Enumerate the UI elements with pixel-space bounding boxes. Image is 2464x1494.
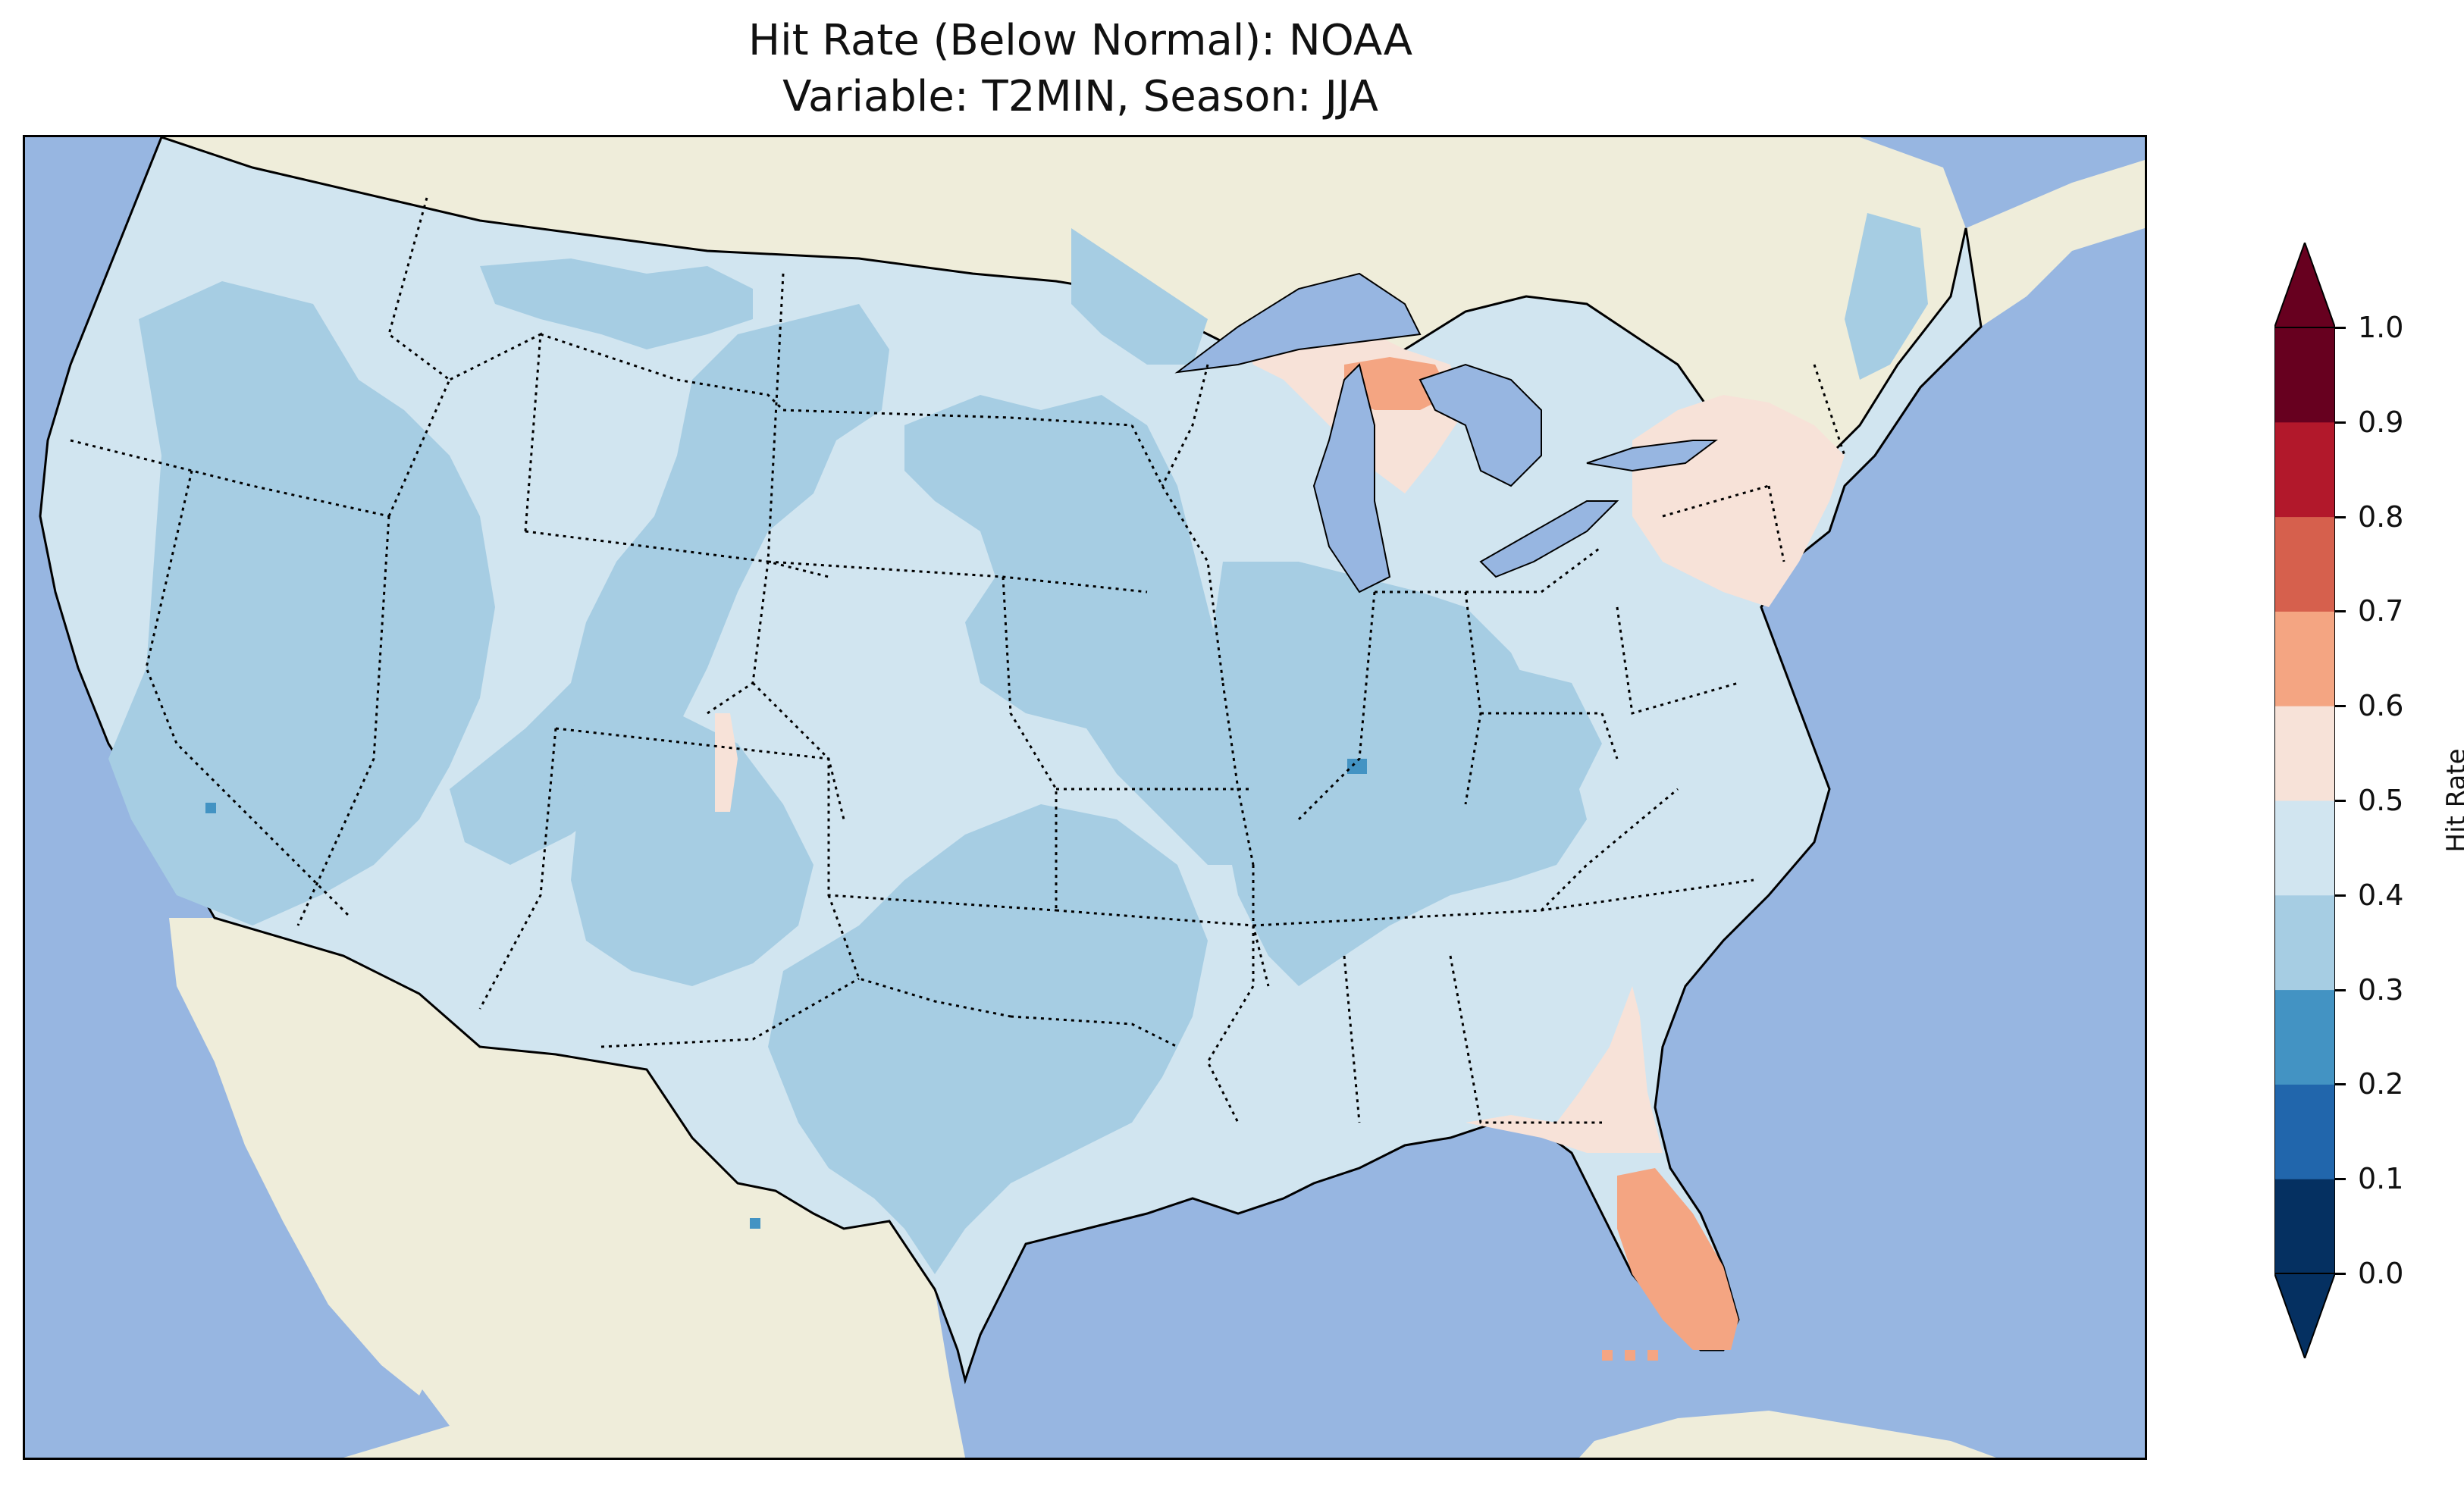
map-title-line1: Hit Rate (Below Normal): NOAA [748, 16, 1413, 65]
colorbar-tick-mark [2335, 421, 2346, 424]
colorbar-tick-label: 1.0 [2358, 311, 2404, 344]
colorbar-tick-label: 0.9 [2358, 405, 2404, 439]
colorbar-tick-label: 0.5 [2358, 784, 2404, 817]
hit-rate-0.3-0.4-patches [108, 213, 1928, 1274]
colorbar-tick-label: 0.0 [2358, 1257, 2404, 1290]
colorbar-tick-mark [2335, 800, 2346, 802]
colorbar-under-triangle [2274, 1273, 2335, 1358]
hit-rate-0.6-0.7-patches [1344, 357, 1738, 1361]
map-panel [23, 135, 2147, 1460]
colorbar-tick-mark [2335, 988, 2346, 991]
colorbar-tick-label: 0.8 [2358, 500, 2404, 534]
colorbar-segment [2274, 421, 2335, 518]
colorbar-tick-mark [2335, 1178, 2346, 1181]
colorbar-segment [2274, 611, 2335, 706]
colorbar-segment [2274, 1179, 2335, 1274]
colorbar-segment [2274, 989, 2335, 1085]
colorbar-outline [2274, 327, 2335, 1274]
colorbar-tick-label: 0.7 [2358, 594, 2404, 628]
colorbar-segment [2274, 706, 2335, 801]
colorbar [2274, 243, 2335, 1358]
colorbar-segment [2274, 516, 2335, 612]
colorbar-tick-mark [2335, 327, 2346, 329]
baja-land [169, 918, 434, 1395]
colorbar-tick-mark [2335, 894, 2346, 897]
colorbar-tick-label: 0.2 [2358, 1067, 2404, 1101]
canada-land [161, 137, 1966, 493]
colorbar-tick-label: 0.6 [2358, 689, 2404, 723]
cuba-land [1579, 1411, 1996, 1458]
great-lakes [1174, 272, 1718, 594]
colorbar-over-triangle [2274, 243, 2335, 328]
colorbar-tick-mark [2335, 610, 2346, 613]
colorbar-segment [2274, 800, 2335, 896]
hit-rate-0.2-0.3-patches [205, 759, 1367, 1229]
colorbar-tick-label: 0.3 [2358, 973, 2404, 1007]
colorbar-segment [2274, 1084, 2335, 1179]
colorbar-segment [2274, 894, 2335, 991]
map-svg [25, 137, 2145, 1458]
colorbar-tick-mark [2335, 515, 2346, 518]
colorbar-segments [2274, 327, 2335, 1274]
map-title-line2: Variable: T2MIN, Season: JJA [782, 72, 1378, 121]
colorbar-tick-mark [2335, 705, 2346, 708]
colorbar-label: Hit Rate [2441, 748, 2464, 853]
colorbar-tick-mark [2335, 1083, 2346, 1086]
colorbar-tick-label: 0.4 [2358, 878, 2404, 912]
colorbar-segment [2274, 327, 2335, 423]
state-borders [70, 197, 1846, 1124]
maritime-land [1951, 160, 2145, 327]
colorbar-tick-mark [2335, 1273, 2346, 1275]
colorbar-tick-label: 0.1 [2358, 1162, 2404, 1196]
